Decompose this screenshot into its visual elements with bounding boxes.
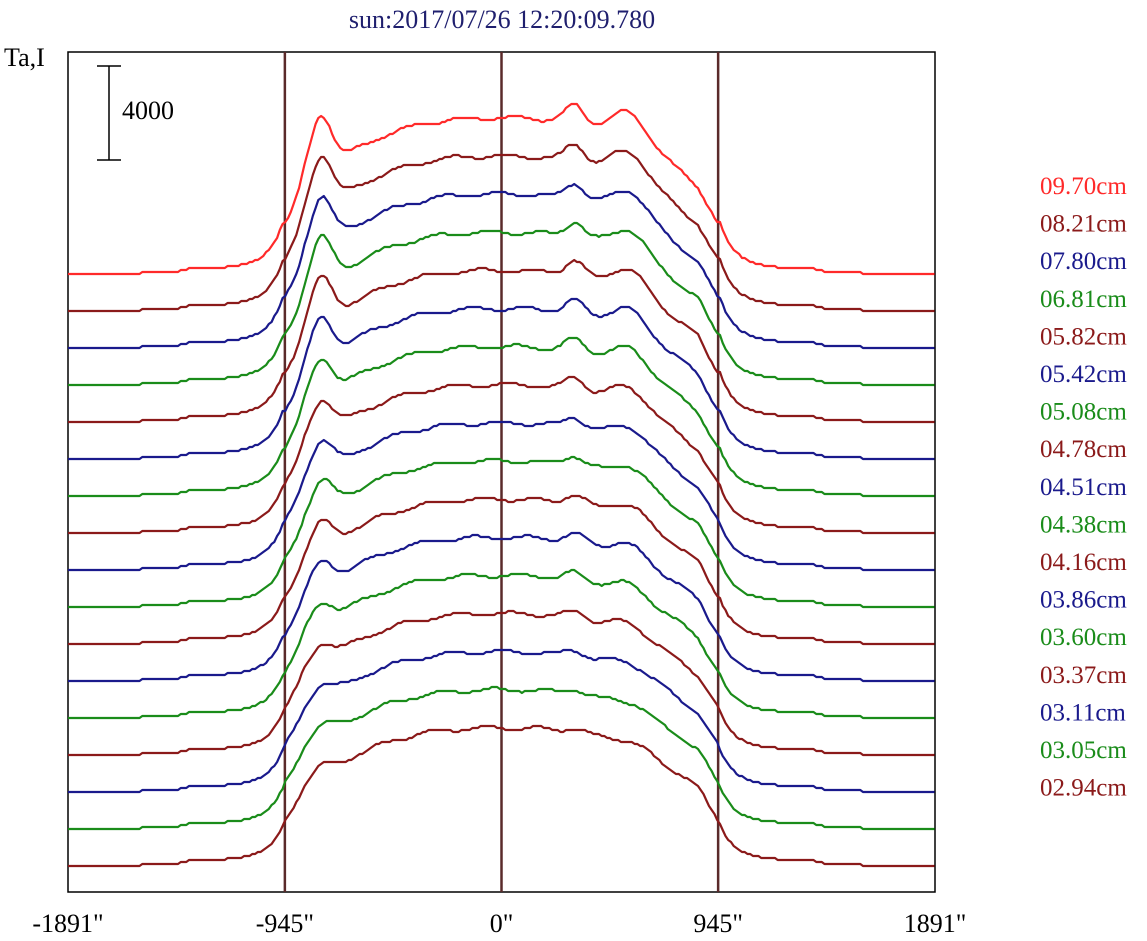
legend-item: 04.51cm	[1040, 474, 1127, 501]
series-line-04.78cm	[68, 375, 935, 535]
legend-item: 09.70cm	[1040, 173, 1127, 200]
legend-item: 04.78cm	[1040, 436, 1127, 463]
legend-item: 02.94cm	[1040, 775, 1127, 802]
series-line-08.21cm	[68, 143, 935, 313]
series-line-09.70cm	[68, 102, 935, 276]
series-line-05.08cm	[68, 336, 935, 498]
legend-item: 07.80cm	[1040, 248, 1127, 275]
series-line-06.81cm	[68, 221, 935, 387]
series-line-04.51cm	[68, 416, 935, 572]
y-axis-label: Ta,I	[4, 43, 45, 72]
legend-item: 08.21cm	[1040, 211, 1127, 238]
legend-item: 03.05cm	[1040, 737, 1127, 764]
x-tick-label: 1891"	[904, 909, 967, 938]
legend-item: 03.60cm	[1040, 624, 1127, 651]
legend-item: 03.11cm	[1040, 699, 1126, 726]
series-line-02.94cm	[68, 724, 935, 868]
legend-item: 05.08cm	[1040, 399, 1127, 426]
legend: 09.70cm 08.21cm 07.80cm 06.81cm 05.82cm 05.42…	[1040, 173, 1127, 802]
series-line-03.11cm	[68, 648, 935, 794]
x-tick-label: 0"	[490, 909, 514, 938]
legend-item: 03.86cm	[1040, 587, 1127, 614]
series-line-03.05cm	[68, 685, 935, 831]
series-line-04.38cm	[68, 455, 935, 609]
legend-item: 06.81cm	[1040, 286, 1127, 313]
legend-item: 03.37cm	[1040, 662, 1127, 689]
legend-item: 05.82cm	[1040, 323, 1127, 350]
legend-item: 04.16cm	[1040, 549, 1127, 576]
x-tick-labels: -1891" -945" 0" 945" 1891"	[32, 909, 966, 938]
series-line-05.42cm	[68, 297, 935, 461]
scale-bar-label: 4000	[122, 96, 174, 125]
legend-item: 04.38cm	[1040, 511, 1127, 538]
scale-bar: 4000	[97, 65, 174, 161]
series-line-03.86cm	[68, 531, 935, 683]
legend-item: 05.42cm	[1040, 361, 1127, 388]
x-tick-label: 945"	[693, 909, 743, 938]
chart-title: sun:2017/07/26 12:20:09.780	[349, 5, 655, 34]
series-line-05.82cm	[68, 258, 935, 424]
series-line-04.16cm	[68, 494, 935, 646]
series-layer	[68, 102, 935, 868]
x-tick-label: -1891"	[32, 909, 103, 938]
x-tick-label: -945"	[256, 909, 314, 938]
series-line-03.37cm	[68, 609, 935, 757]
series-line-03.60cm	[68, 568, 935, 720]
series-line-07.80cm	[68, 182, 935, 350]
